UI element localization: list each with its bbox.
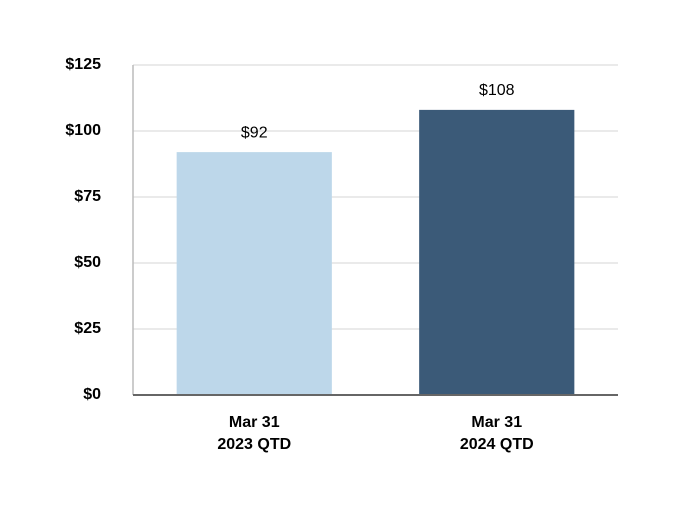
bar: [176, 152, 332, 395]
x-tick-label: 2023 QTD: [217, 436, 291, 453]
y-tick-label: $75: [74, 188, 101, 205]
bar: [419, 109, 575, 395]
y-tick-label: $125: [65, 56, 101, 73]
value-label: $92: [241, 124, 268, 141]
value-label: $108: [479, 82, 515, 99]
x-tick-label: Mar 31: [229, 414, 280, 431]
x-tick-label: Mar 31: [471, 414, 522, 431]
y-tick-label: $25: [74, 320, 101, 337]
y-tick-label: $50: [74, 254, 101, 271]
y-tick-label: $100: [65, 122, 101, 139]
y-tick-label: $0: [83, 386, 101, 403]
x-tick-label: 2024 QTD: [460, 436, 534, 453]
